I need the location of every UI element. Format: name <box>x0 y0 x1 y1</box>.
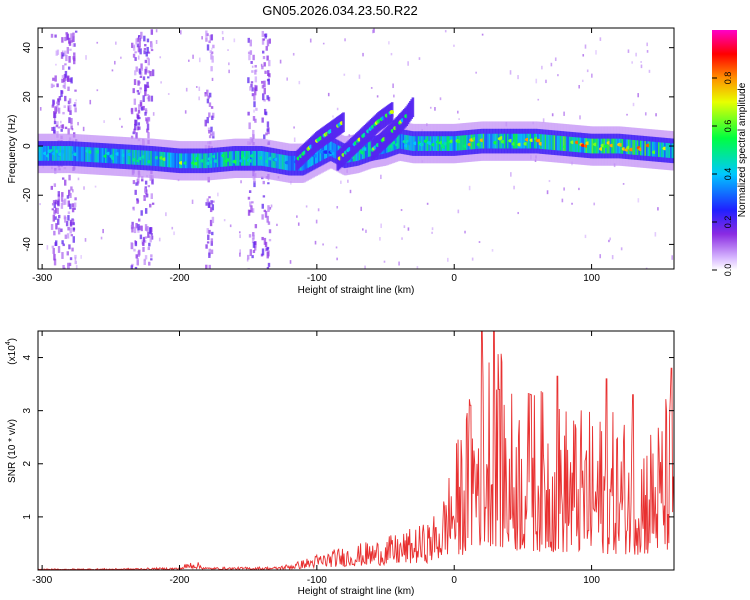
snr-x-label: Height of straight line (km) <box>298 586 415 597</box>
spectrogram-y-axis: -40 -20 0 20 40 <box>22 42 674 252</box>
colorbar-tick-label: 0.0 <box>723 264 733 277</box>
snr-marks <box>38 331 674 570</box>
colorbar-gradient <box>712 30 737 270</box>
svg-text:(x104): (x104) <box>5 338 18 365</box>
figure-title: GN05.2026.034.23.50.R22 <box>262 3 417 18</box>
x-tick-label: 100 <box>583 575 600 586</box>
snr-frame <box>37 330 675 571</box>
x-tick-label: -100 <box>307 273 327 284</box>
spectrogram-x-axis: -300 -200 -100 0 100 <box>32 28 600 284</box>
colorbar-label: Normalized spectral amplitude <box>737 82 748 217</box>
colorbar-tick-label: 0.8 <box>723 72 733 85</box>
y-tick-label: 4 <box>22 354 33 360</box>
snr-exponent-prefix: (x10 <box>7 345 18 365</box>
colorbar-tick-label: 0.2 <box>723 216 733 229</box>
spectrogram-x-label: Height of straight line (km) <box>298 285 415 296</box>
spectrogram-branch <box>295 112 345 171</box>
x-tick-label: -300 <box>32 575 52 586</box>
spectrogram-noise <box>39 28 673 269</box>
x-tick-label: -200 <box>169 273 189 284</box>
snr-exponent: (x104) <box>5 338 18 365</box>
y-tick-label: 2 <box>22 461 33 467</box>
snr-exponent-power: 4 <box>5 341 12 345</box>
colorbar: 0.0 0.2 0.4 0.6 0.8 Normalized spectral ampl… <box>712 30 748 276</box>
spectrogram-branch <box>336 102 395 171</box>
y-tick-label: 40 <box>22 42 33 54</box>
y-tick-label: 20 <box>22 91 33 103</box>
colorbar-tick-label: 0.4 <box>723 168 733 181</box>
snr-series-line <box>38 331 674 570</box>
x-tick-label: 0 <box>451 575 457 586</box>
y-tick-label: 0 <box>22 143 33 149</box>
x-tick-label: -200 <box>169 575 189 586</box>
x-tick-label: 100 <box>583 273 600 284</box>
snr-x-axis: -300 -200 -100 0 100 <box>32 331 600 586</box>
spectrogram-frame <box>37 27 675 270</box>
x-tick-label: 0 <box>451 273 457 284</box>
snr-y-label: SNR (10 * v/v) <box>7 419 18 483</box>
x-tick-label: -300 <box>32 273 52 284</box>
spectrogram-y-label: Frequency (Hz) <box>7 115 18 184</box>
y-tick-label: 1 <box>22 514 33 520</box>
y-tick-label: 3 <box>22 407 33 413</box>
x-tick-label: -100 <box>307 575 327 586</box>
spectrogram-branch <box>370 97 415 161</box>
spectrogram-marks <box>38 28 674 269</box>
colorbar-tick-label: 0.6 <box>723 120 733 133</box>
y-tick-label: -20 <box>22 188 33 203</box>
snr-y-axis: 1 2 3 4 <box>22 354 674 520</box>
y-tick-label: -40 <box>22 237 33 252</box>
snr-panel: -300 -200 -100 0 100 1 2 3 4 Height of straight… <box>5 330 675 597</box>
colorbar-ticks: 0.0 0.2 0.4 0.6 0.8 <box>712 72 733 277</box>
snr-exponent-close: ) <box>7 338 18 341</box>
